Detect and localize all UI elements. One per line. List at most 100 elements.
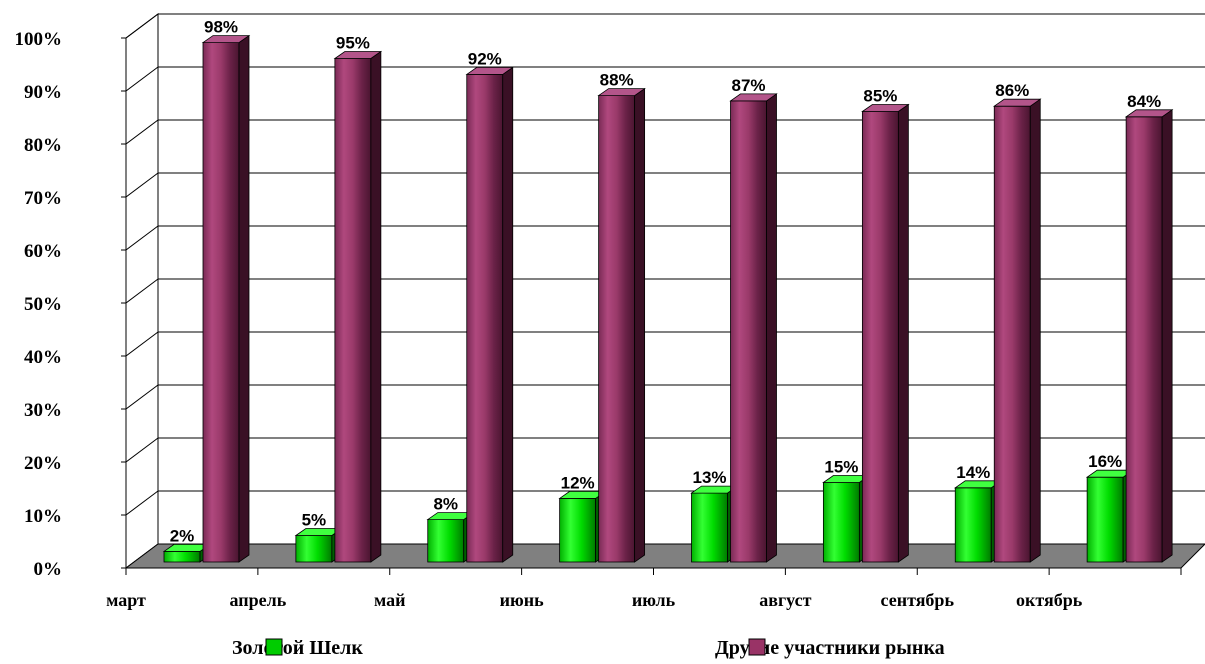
chart-walls	[125, 13, 1205, 569]
bar	[465, 66, 515, 563]
y-tick-label: 100%	[15, 29, 63, 50]
y-axis: 0% 10% 20% 30% 40% 50% 60% 70% 80% 90% 100%	[15, 29, 127, 580]
bar-top	[729, 93, 778, 102]
data-label: 87%	[731, 76, 765, 95]
bar-front	[861, 111, 899, 563]
data-label: 85%	[863, 87, 897, 106]
bar	[1124, 109, 1174, 563]
bar-front	[1086, 476, 1124, 563]
legend-swatch	[748, 638, 766, 656]
category-label: октябрь	[1016, 590, 1083, 610]
legend-label: Золотой Шелк	[232, 637, 363, 659]
bar	[861, 103, 910, 563]
data-label: 16%	[1088, 452, 1122, 471]
gridlines	[125, 13, 1205, 516]
bar-side	[238, 34, 250, 563]
bar-top	[201, 35, 251, 43]
legend-label: Другие участники рынка	[715, 637, 945, 659]
bar-side	[1029, 98, 1041, 563]
category-label: апрель	[229, 590, 286, 610]
chart-floor	[124, 543, 1205, 569]
category-label: март	[106, 590, 146, 610]
bar-front	[559, 497, 597, 563]
y-tick-label: 90%	[24, 82, 62, 103]
bar-top	[861, 104, 910, 112]
bar-side	[897, 103, 909, 563]
bar	[729, 93, 778, 563]
bar-side	[634, 87, 646, 563]
y-tick-label: 10%	[24, 506, 62, 527]
bar-side	[1161, 109, 1173, 563]
y-tick-label: 50%	[24, 294, 62, 315]
bar	[333, 50, 383, 563]
bar-front	[295, 535, 333, 563]
gridline-side	[125, 437, 159, 463]
bar-front	[163, 551, 201, 563]
floor-plane	[124, 543, 1205, 569]
gridline-side	[125, 278, 159, 304]
gridline-side	[125, 225, 159, 251]
gridline-side	[125, 172, 159, 198]
gridline-side	[125, 13, 159, 39]
bar	[597, 87, 646, 563]
gridline-side	[125, 119, 159, 145]
bar	[992, 98, 1042, 563]
x-axis: март апрель май июнь июль август сентябрь октяб…	[106, 567, 1182, 610]
bar-front	[202, 42, 240, 563]
data-label: 15%	[824, 458, 858, 477]
bar	[294, 527, 344, 563]
y-tick-label: 30%	[24, 400, 62, 421]
bar-front	[427, 519, 465, 563]
category-label: сентябрь	[881, 590, 955, 610]
data-label: 13%	[692, 468, 726, 487]
y-tick-label: 40%	[24, 347, 62, 368]
bar-front	[466, 74, 504, 563]
bars	[162, 34, 1174, 563]
bar-top	[597, 88, 646, 96]
bar-side	[766, 93, 777, 563]
data-label: 12%	[561, 473, 595, 492]
y-tick-label: 20%	[24, 453, 62, 474]
y-tick-label: 70%	[24, 188, 62, 209]
bar-front	[822, 482, 860, 563]
bar-front	[730, 100, 767, 563]
category-label: июль	[632, 590, 676, 610]
bar-side	[502, 66, 514, 563]
bar-front	[954, 487, 992, 563]
data-label: 84%	[1127, 92, 1161, 111]
data-label: 92%	[468, 49, 502, 68]
y-tick-label: 80%	[24, 135, 62, 156]
data-label: 95%	[336, 34, 370, 53]
data-label: 88%	[600, 71, 634, 90]
data-label: 14%	[956, 463, 990, 482]
bar-top	[1124, 109, 1174, 118]
category-label: июнь	[500, 590, 544, 610]
y-tick-label: 60%	[24, 241, 62, 262]
legend-swatch	[265, 638, 283, 656]
bar-side	[370, 50, 382, 563]
category-label: август	[759, 590, 811, 610]
data-label: 5%	[302, 511, 327, 530]
bar-front	[691, 492, 728, 563]
y-tick-label: 0%	[34, 559, 63, 580]
data-label: 2%	[170, 526, 195, 545]
bar-top	[333, 51, 383, 59]
data-labels: 2% 5% 8% 12% 13% 15% 14% 16% 98% 95% 92% 88% 87% 85% 8…	[170, 18, 1161, 546]
gridline-side	[125, 384, 159, 410]
gridline-side	[125, 490, 159, 516]
bar	[822, 474, 871, 563]
bar-top	[465, 67, 515, 75]
category-label: май	[374, 590, 406, 610]
bar-front	[598, 95, 636, 563]
data-label: 86%	[995, 81, 1029, 100]
bar	[201, 34, 251, 563]
bar-front	[993, 105, 1031, 563]
data-label: 8%	[433, 495, 458, 514]
bar-front	[1125, 116, 1163, 563]
data-label: 98%	[204, 18, 238, 37]
gridline-side	[125, 66, 159, 92]
gridline-side	[125, 331, 159, 357]
bar-front	[334, 58, 372, 563]
bar-top	[992, 98, 1042, 107]
